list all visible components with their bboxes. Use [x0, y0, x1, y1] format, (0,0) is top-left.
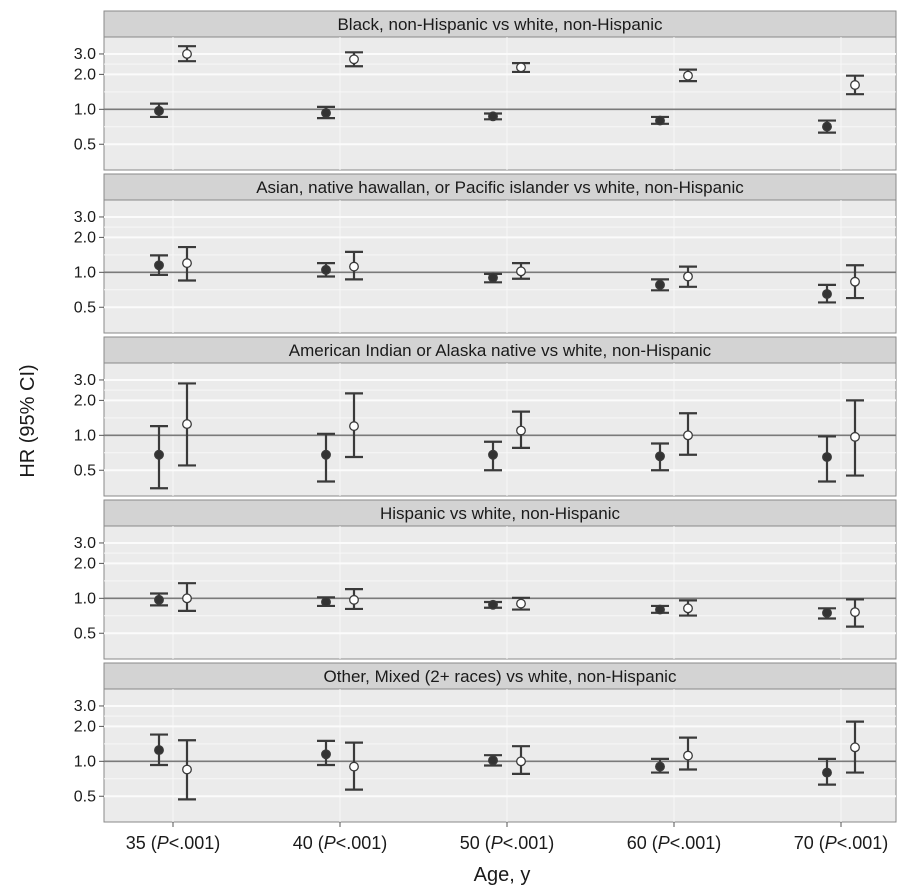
open-point: [182, 593, 192, 604]
filled-point: [488, 111, 498, 122]
panel-strip: [103, 173, 897, 201]
open-point: [850, 276, 860, 287]
open-point: [182, 764, 192, 775]
panel-strip: [103, 499, 897, 527]
panel: Other, Mixed (2+ races) vs white, non-Hi…: [74, 662, 897, 823]
filled-point: [822, 607, 832, 618]
panel-title: American Indian or Alaska native vs whit…: [289, 341, 712, 360]
open-point: [182, 49, 192, 59]
filled-point: [488, 755, 498, 766]
open-point: [516, 598, 526, 609]
open-point: [850, 607, 860, 618]
open-point: [182, 419, 192, 430]
panel-background: [103, 525, 897, 660]
filled-point: [822, 121, 832, 132]
filled-point: [655, 451, 665, 462]
y-tick-label: 0.5: [74, 136, 96, 153]
y-tick-label: 3.0: [74, 372, 96, 389]
panel-strip: [103, 336, 897, 364]
open-point: [349, 761, 359, 772]
panel-background: [103, 362, 897, 497]
y-axis-label: HR (95% CI): [17, 364, 39, 477]
open-point: [683, 750, 693, 761]
x-tick-label: 35 (P<.001): [126, 833, 221, 853]
y-tick-label: 1.0: [74, 101, 96, 118]
open-point: [850, 742, 860, 753]
y-tick-label: 2.0: [74, 66, 96, 83]
panel-title: Asian, native hawallan, or Pacific islan…: [256, 178, 744, 197]
filled-point: [655, 761, 665, 772]
filled-point: [321, 108, 331, 118]
filled-point: [154, 449, 164, 460]
filled-point: [822, 452, 832, 462]
y-tick-label: 3.0: [74, 698, 96, 715]
filled-point: [154, 105, 164, 116]
y-tick-label: 1.0: [74, 590, 96, 607]
panel: Black, non-Hispanic vs white, non-Hispan…: [74, 10, 897, 171]
y-tick-label: 1.0: [74, 427, 96, 444]
y-tick-label: 0.5: [74, 625, 96, 642]
panel-background: [103, 36, 897, 171]
open-point: [349, 421, 359, 432]
open-point: [683, 271, 693, 282]
x-tick-label: 40 (P<.001): [293, 833, 388, 853]
y-tick-label: 2.0: [74, 392, 96, 409]
y-tick-label: 1.0: [74, 264, 96, 281]
x-axis-label: Age, y: [474, 864, 531, 886]
y-tick-label: 3.0: [74, 46, 96, 63]
x-tick-label: 70 (P<.001): [794, 833, 889, 853]
filled-point: [321, 449, 331, 460]
open-point: [683, 70, 693, 81]
panel-strip: [103, 10, 897, 38]
panel: Hispanic vs white, non-Hispanic 0.5 1.0 2.0…: [74, 499, 897, 660]
y-tick-label: 0.5: [74, 788, 96, 805]
filled-point: [655, 604, 665, 615]
filled-point: [321, 749, 331, 760]
y-tick-label: 0.5: [74, 299, 96, 316]
panel-title: Other, Mixed (2+ races) vs white, non-Hi…: [324, 667, 677, 686]
open-point: [516, 266, 526, 277]
filled-point: [822, 767, 832, 778]
filled-point: [154, 745, 164, 756]
panel-title: Black, non-Hispanic vs white, non-Hispan…: [337, 15, 663, 34]
filled-point: [488, 449, 498, 460]
panel: Asian, native hawallan, or Pacific islan…: [74, 173, 897, 334]
y-tick-label: 1.0: [74, 753, 96, 770]
y-tick-label: 2.0: [74, 229, 96, 246]
panel-strip: [103, 662, 897, 690]
open-point: [516, 756, 526, 767]
x-tick-label: 50 (P<.001): [460, 833, 555, 853]
open-point: [349, 261, 359, 272]
filled-point: [154, 594, 164, 605]
open-point: [683, 430, 693, 441]
panel-background: [103, 199, 897, 334]
filled-point: [321, 264, 331, 275]
x-tick-label: 60 (P<.001): [627, 833, 722, 853]
filled-point: [488, 272, 498, 283]
open-point: [516, 425, 526, 436]
y-tick-label: 0.5: [74, 462, 96, 479]
y-tick-label: 3.0: [74, 209, 96, 226]
open-point: [349, 54, 359, 65]
open-point: [683, 603, 693, 614]
y-tick-label: 2.0: [74, 555, 96, 572]
open-point: [349, 594, 359, 605]
y-tick-label: 2.0: [74, 718, 96, 735]
open-point: [850, 431, 860, 442]
open-point: [516, 62, 526, 73]
panel: American Indian or Alaska native vs whit…: [74, 336, 897, 497]
open-point: [850, 80, 860, 90]
filled-point: [321, 597, 331, 607]
y-tick-label: 3.0: [74, 535, 96, 552]
filled-point: [822, 289, 832, 299]
filled-point: [488, 599, 498, 610]
open-point: [182, 258, 192, 269]
panel-title: Hispanic vs white, non-Hispanic: [380, 504, 620, 523]
filled-point: [154, 260, 164, 271]
filled-point: [655, 115, 665, 126]
filled-point: [655, 279, 665, 290]
